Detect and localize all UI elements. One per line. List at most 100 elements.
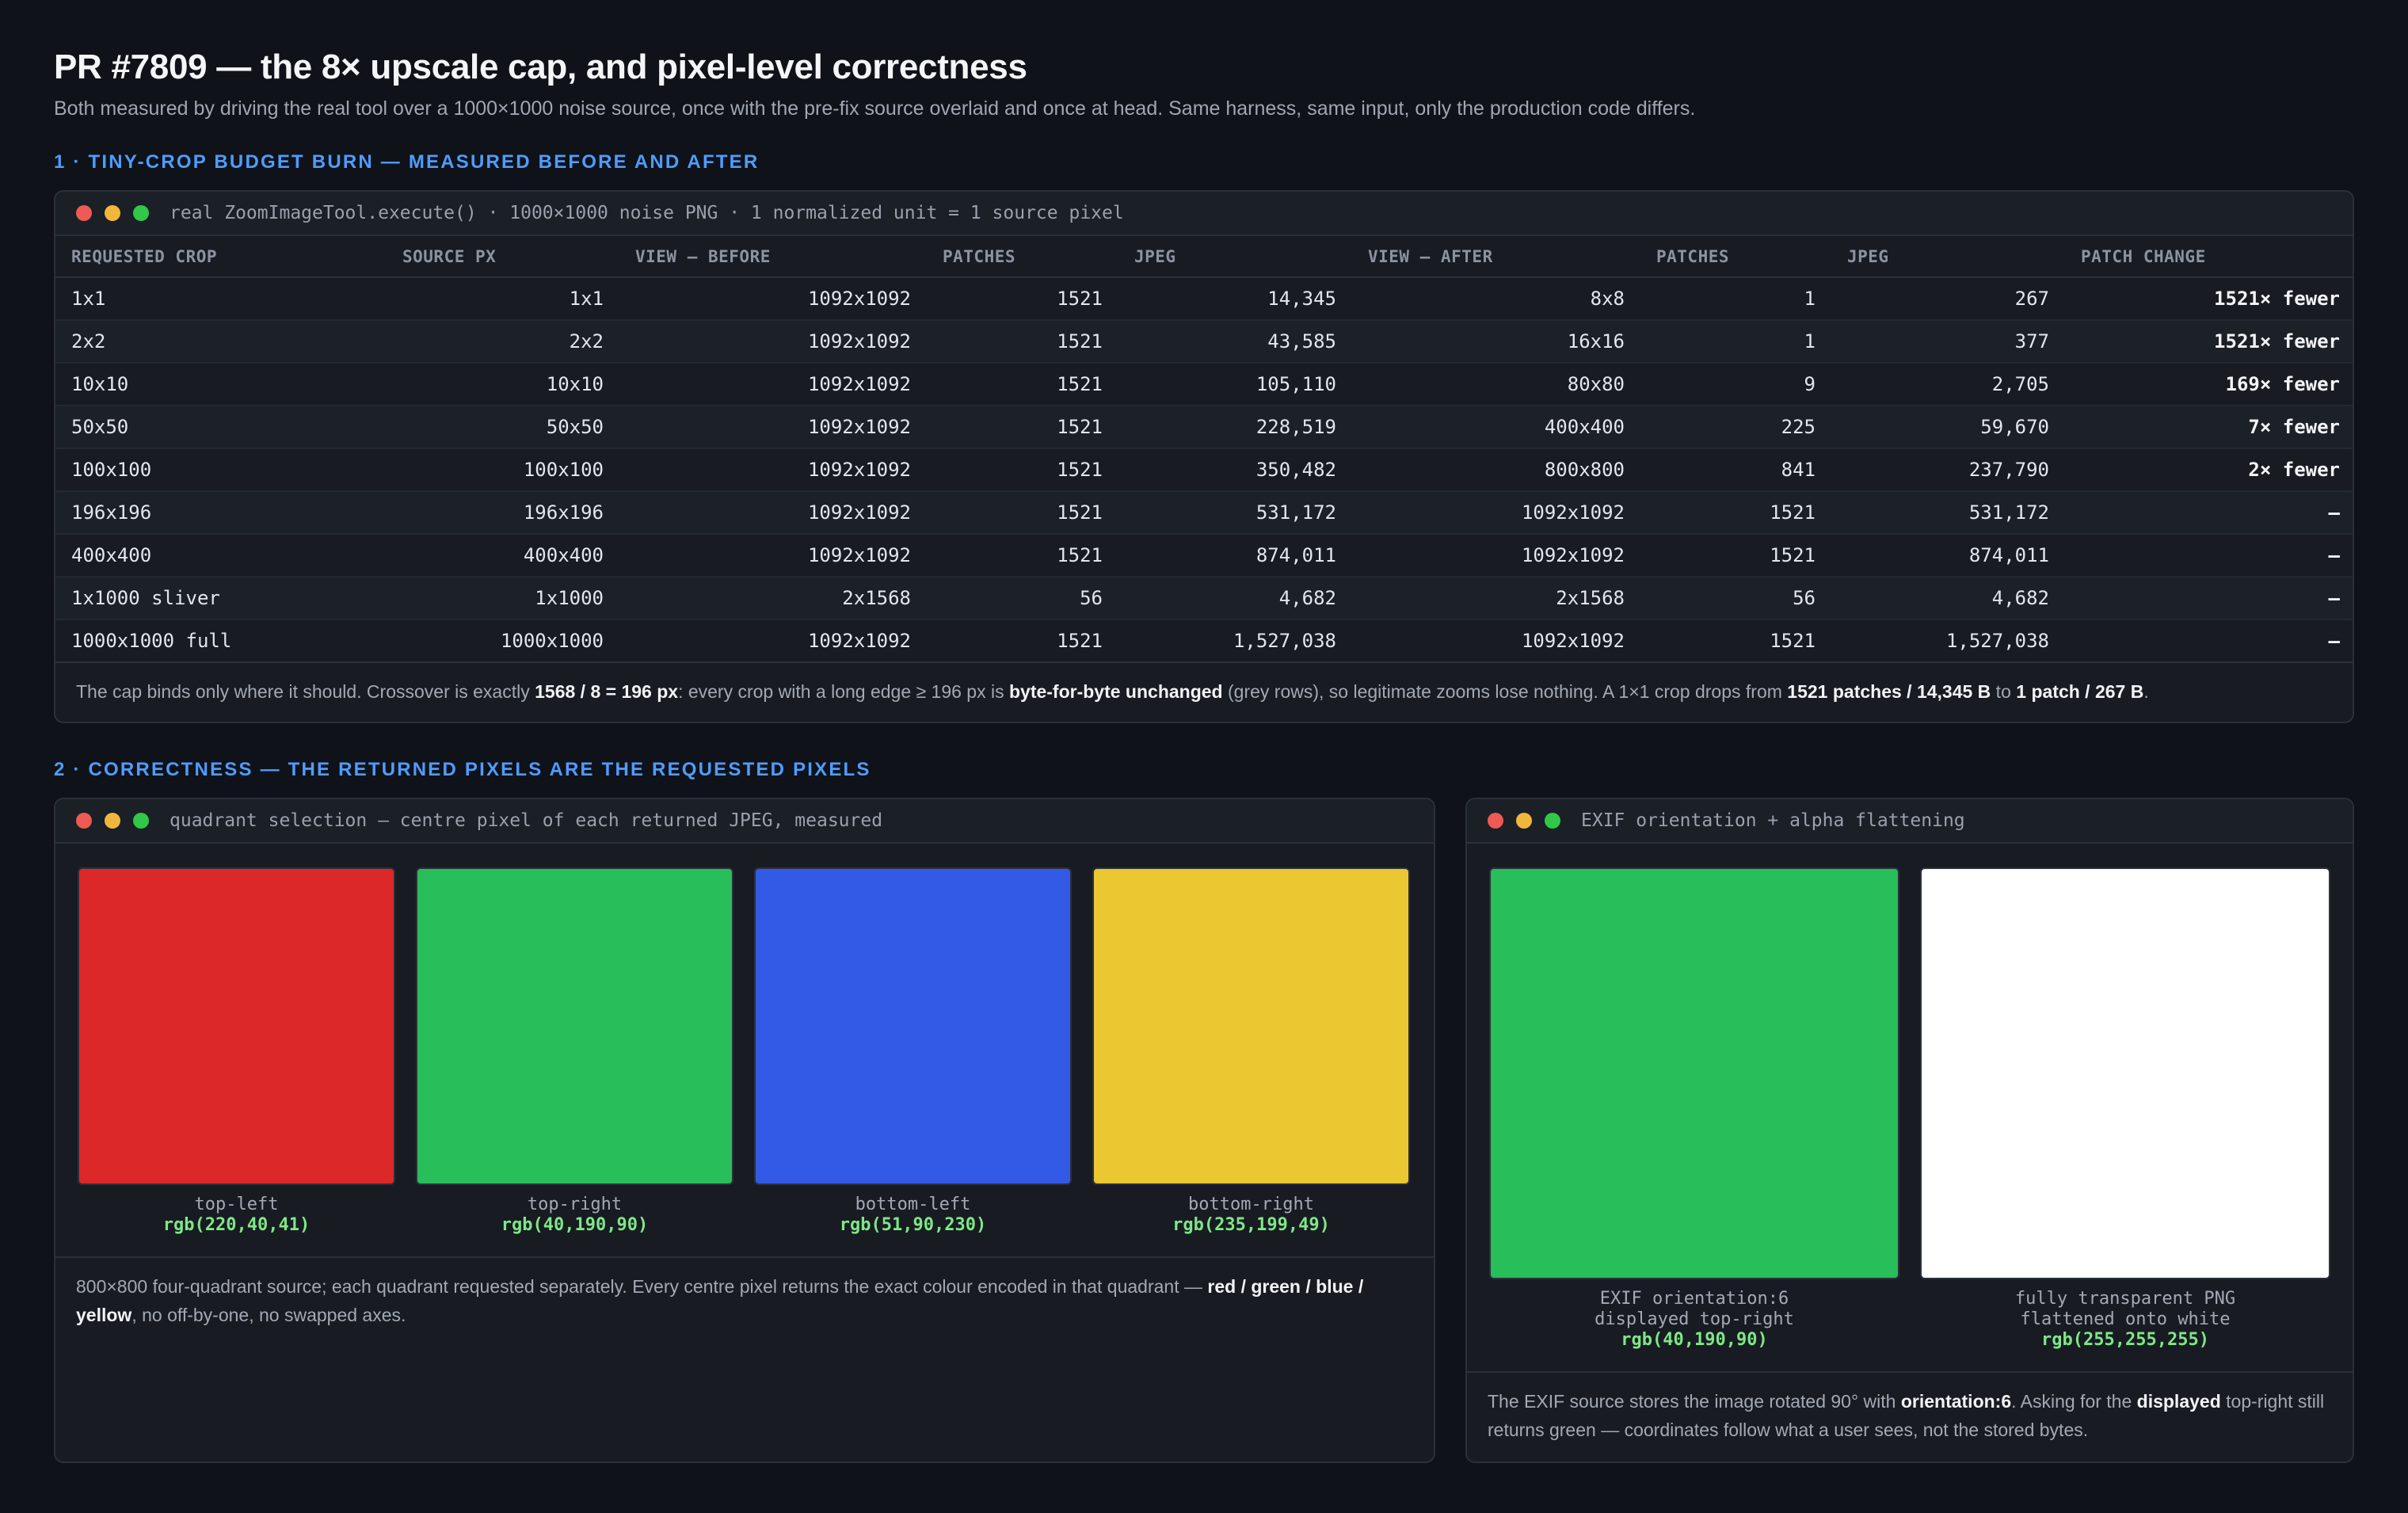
swatch-top-right: top-right rgb(40,190,90) xyxy=(416,867,733,1236)
col-header: JPEG xyxy=(1831,236,2065,278)
table-cell: 1092x1092 xyxy=(619,277,927,321)
table-body: 1x1 1x1 1092x1092 1521 14,345 8x8 1 267 1521× fe… xyxy=(55,277,2353,663)
table-cell: 9 xyxy=(1640,363,1831,406)
table-cell: 350,482 xyxy=(1118,448,1352,492)
page-subtitle: Both measured by driving the real tool o… xyxy=(54,97,1696,120)
col-header: REQUESTED CROP xyxy=(55,236,387,278)
table-cell: 1521 xyxy=(927,277,1118,321)
table-cell: 8x8 xyxy=(1352,277,1640,321)
table-cell: 43,585 xyxy=(1118,320,1352,364)
minimize-dot-icon xyxy=(105,205,120,221)
budget-table: REQUESTED CROP SOURCE PX VIEW — BEFORE P… xyxy=(55,236,2353,663)
swatch-bottom-right: bottom-right rgb(235,199,49) xyxy=(1092,867,1410,1236)
table-cell: 400x400 xyxy=(55,534,387,577)
table-cell: 2x1568 xyxy=(1352,577,1640,620)
col-header: PATCHES xyxy=(1640,236,1831,278)
table-cell: 196x196 xyxy=(55,491,387,535)
table-cell: 2x2 xyxy=(387,320,619,364)
table-cell: 228,519 xyxy=(1118,406,1352,449)
note-bold: orientation:6 xyxy=(1900,1391,2012,1412)
panel-title: real ZoomImageTool.execute() · 1000×1000… xyxy=(170,203,1124,223)
table-cell: 1092x1092 xyxy=(619,406,927,449)
color-swatch xyxy=(1092,867,1410,1185)
table-cell: 105,110 xyxy=(1118,363,1352,406)
table-cell: 2× fewer xyxy=(2065,448,2353,492)
table-cell: 1092x1092 xyxy=(1352,534,1640,577)
table-cell: 100x100 xyxy=(387,448,619,492)
close-dot-icon xyxy=(76,813,92,829)
table-cell: 1521 xyxy=(927,320,1118,364)
table-cell: — xyxy=(2065,577,2353,620)
minimize-dot-icon xyxy=(1516,813,1532,829)
note-text: The EXIF source stores the image rotated… xyxy=(1488,1391,1901,1412)
table-cell: 1521 xyxy=(927,406,1118,449)
table-row: 2x2 2x2 1092x1092 1521 43,585 16x16 1 377 1521× … xyxy=(55,320,2353,364)
table-cell: 267 xyxy=(1831,277,2065,321)
table-cell: 1521 xyxy=(927,534,1118,577)
table-cell: 1092x1092 xyxy=(619,491,927,535)
swatch-rgb: rgb(40,190,90) xyxy=(501,1215,649,1235)
budget-table-panel: real ZoomImageTool.execute() · 1000×1000… xyxy=(54,190,2354,723)
color-swatch xyxy=(1489,867,1899,1279)
table-cell: 14,345 xyxy=(1118,277,1352,321)
color-swatch xyxy=(416,867,733,1185)
table-cell: 50x50 xyxy=(55,406,387,449)
table-cell: 1521 xyxy=(927,619,1118,663)
table-cell: 1x1000 sliver xyxy=(55,577,387,620)
table-header-row: REQUESTED CROP SOURCE PX VIEW — BEFORE P… xyxy=(55,236,2353,278)
note-bold: displayed xyxy=(2136,1391,2221,1412)
table-cell: 2x1568 xyxy=(619,577,927,620)
table-cell: — xyxy=(2065,534,2353,577)
table-cell: 7× fewer xyxy=(2065,406,2353,449)
quadrant-swatches: top-left rgb(220,40,41) top-right rgb(40… xyxy=(55,844,1434,1236)
col-header: JPEG xyxy=(1118,236,1352,278)
table-cell: 1x1 xyxy=(387,277,619,321)
table-cell: 1x1000 xyxy=(387,577,619,620)
table-cell: 400x400 xyxy=(1352,406,1640,449)
swatch-rgb: rgb(40,190,90) xyxy=(1621,1330,1768,1350)
close-dot-icon xyxy=(76,205,92,221)
color-swatch xyxy=(1920,867,2330,1279)
maximize-dot-icon xyxy=(133,813,149,829)
table-cell: 59,670 xyxy=(1831,406,2065,449)
table-cell: 196x196 xyxy=(387,491,619,535)
table-cell: 1521 xyxy=(1640,491,1831,535)
table-cell: 1000x1000 xyxy=(387,619,619,663)
table-cell: 400x400 xyxy=(387,534,619,577)
table-cell: 237,790 xyxy=(1831,448,2065,492)
table-cell: 1092x1092 xyxy=(619,363,927,406)
table-cell: 56 xyxy=(927,577,1118,620)
note-bold: byte-for-byte unchanged xyxy=(1008,681,1223,702)
quadrant-panel: quadrant selection — centre pixel of eac… xyxy=(54,798,1435,1463)
table-cell: — xyxy=(2065,491,2353,535)
note-text: . xyxy=(2143,681,2149,702)
panel-header: quadrant selection — centre pixel of eac… xyxy=(55,799,1434,844)
swatch-alpha-flatten: fully transparent PNG flattened onto whi… xyxy=(1920,867,2330,1351)
table-row: 1000x1000 full 1000x1000 1092x1092 1521 1,52… xyxy=(55,619,2353,663)
table-cell: 841 xyxy=(1640,448,1831,492)
table-cell: 531,172 xyxy=(1831,491,2065,535)
table-row: 196x196 196x196 1092x1092 1521 531,172 1092x1… xyxy=(55,491,2353,535)
col-header: SOURCE PX xyxy=(387,236,619,278)
table-row: 400x400 400x400 1092x1092 1521 874,011 1092x1… xyxy=(55,534,2353,577)
col-header: PATCH CHANGE xyxy=(2065,236,2353,278)
table-cell: 10x10 xyxy=(387,363,619,406)
table-row: 100x100 100x100 1092x1092 1521 350,482 800x80… xyxy=(55,448,2353,492)
panel-title: quadrant selection — centre pixel of eac… xyxy=(170,810,883,831)
table-cell: 50x50 xyxy=(387,406,619,449)
swatch-label: top-right xyxy=(527,1195,623,1214)
table-cell: 80x80 xyxy=(1352,363,1640,406)
maximize-dot-icon xyxy=(1545,813,1560,829)
exif-note: The EXIF source stores the image rotated… xyxy=(1467,1371,2353,1460)
table-cell: 1521 xyxy=(927,448,1118,492)
note-bold: 1 patch / 267 B xyxy=(2016,681,2144,702)
table-row: 1x1000 sliver 1x1000 2x1568 56 4,682 2x1568 56… xyxy=(55,577,2353,620)
note-text: to xyxy=(1991,681,2017,702)
table-cell: 1000x1000 full xyxy=(55,619,387,663)
table-cell: 4,682 xyxy=(1118,577,1352,620)
section-1-title: 1 · TINY-CROP BUDGET BURN — MEASURED BEF… xyxy=(54,151,760,173)
table-cell: 1521 xyxy=(1640,534,1831,577)
note-text: 800×800 four-quadrant source; each quadr… xyxy=(76,1276,1208,1297)
col-header: VIEW — BEFORE xyxy=(619,236,927,278)
note-text: . Asking for the xyxy=(2011,1391,2137,1412)
